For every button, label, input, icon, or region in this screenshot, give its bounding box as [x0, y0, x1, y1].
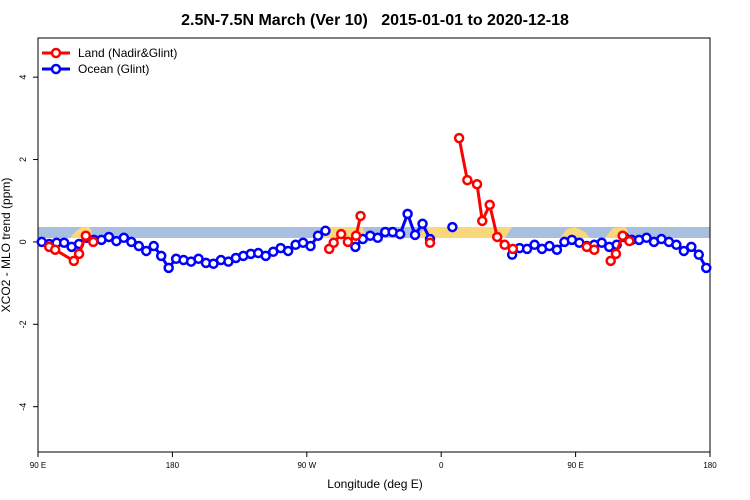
point-marker: [589, 244, 600, 255]
point-marker: [477, 215, 488, 227]
point-marker: [499, 239, 510, 251]
point-marker: [58, 237, 70, 248]
point-marker: [350, 230, 362, 241]
point-marker: [80, 230, 92, 241]
point-marker: [693, 249, 705, 260]
point-marker: [521, 243, 533, 255]
point-marker: [641, 232, 652, 244]
y-axis-label: XCO2 - MLO trend (ppm): [0, 178, 13, 313]
point-marker: [312, 230, 324, 241]
x-tick-label: 90 E: [567, 461, 583, 470]
point-marker: [484, 199, 495, 211]
point-marker: [394, 228, 406, 240]
legend-label: Land (Nadir&Glint): [78, 46, 177, 60]
point-marker: [610, 248, 622, 260]
point-marker: [617, 230, 628, 241]
point-marker: [320, 225, 331, 237]
point-marker: [133, 240, 145, 252]
y-tick-label: -4: [18, 403, 28, 411]
point-marker: [148, 240, 159, 252]
x-tick-label: 90 W: [297, 461, 316, 470]
point-marker: [409, 229, 421, 241]
point-marker: [305, 240, 316, 252]
point-marker: [447, 221, 458, 233]
y-tick-label: -2: [18, 320, 28, 328]
point-marker: [355, 210, 366, 222]
point-marker: [163, 262, 174, 274]
point-marker: [342, 236, 354, 248]
point-marker: [73, 248, 85, 260]
point-marker: [49, 244, 61, 255]
point-marker: [155, 250, 167, 262]
x-tick-label: 180: [703, 461, 717, 470]
point-marker: [671, 239, 682, 251]
point-marker: [417, 218, 428, 230]
point-marker: [260, 250, 271, 262]
point-marker: [103, 231, 115, 243]
point-marker: [126, 236, 137, 248]
legend-marker: [50, 63, 62, 75]
point-marker: [282, 245, 294, 257]
x-axis-label: Longitude (deg E): [327, 477, 422, 491]
point-marker: [686, 241, 697, 253]
point-marker: [701, 262, 712, 274]
point-marker: [624, 235, 635, 247]
point-marker: [193, 253, 204, 265]
point-marker: [596, 237, 607, 248]
point-marker: [141, 245, 152, 257]
point-marker: [507, 243, 519, 255]
x-tick-label: 180: [166, 461, 180, 470]
legend-label: Ocean (Glint): [78, 62, 149, 76]
x-tick-label: 0: [439, 461, 444, 470]
point-marker: [335, 228, 347, 240]
point-marker: [678, 245, 690, 257]
point-marker: [605, 255, 616, 267]
point-marker: [453, 132, 465, 144]
land-patch: [560, 227, 590, 238]
point-marker: [118, 232, 130, 244]
point-marker: [88, 236, 99, 248]
x-tick-label: 90 E: [30, 461, 46, 470]
chart-title: 2.5N-7.5N March (Ver 10) 2015-01-01 to 2…: [181, 12, 569, 29]
y-tick-label: 0: [18, 239, 28, 244]
point-marker: [462, 174, 473, 186]
point-marker: [551, 244, 563, 255]
point-marker: [529, 239, 540, 251]
point-marker: [350, 241, 361, 253]
y-tick-label: 2: [18, 157, 28, 162]
y-tick-label: 4: [18, 75, 28, 80]
legend-marker: [50, 47, 62, 59]
point-marker: [402, 208, 413, 220]
point-marker: [68, 255, 80, 267]
point-marker: [328, 237, 339, 248]
point-marker: [471, 178, 483, 190]
land-patch: [418, 227, 512, 238]
point-marker: [372, 232, 383, 244]
point-marker: [491, 231, 503, 243]
point-marker: [424, 237, 436, 248]
